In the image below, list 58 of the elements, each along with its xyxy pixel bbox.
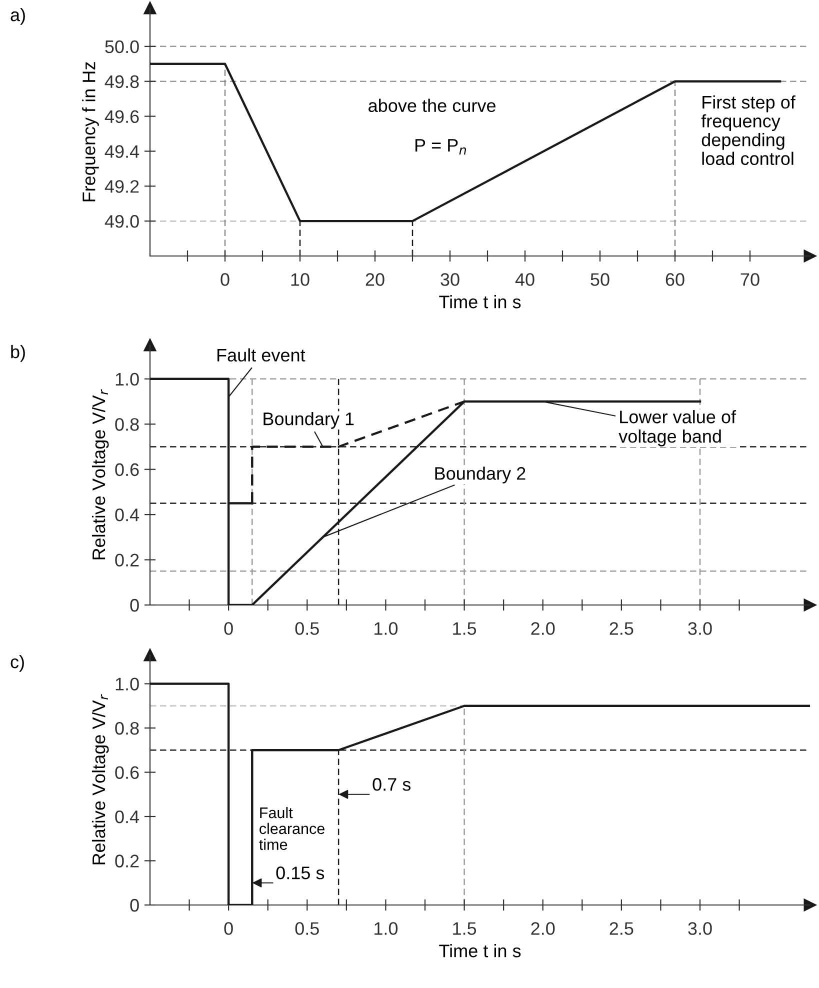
annotation: Fault event <box>217 348 306 362</box>
chart-title: a) <box>10 8 25 25</box>
y-tick-label: 49.0 <box>104 215 139 228</box>
annotation: 0.15 s <box>276 866 324 880</box>
y-tick-label: 0.2 <box>115 554 139 567</box>
y-tick-label: 0.4 <box>115 508 140 522</box>
x-tick-label: 3.0 <box>688 922 712 935</box>
annotation: Lower value of voltage band <box>618 410 736 446</box>
x-tick-label: 0.5 <box>295 622 319 635</box>
y-tick-label: 49.2 <box>104 180 139 193</box>
x-tick-label: 30 <box>440 273 460 286</box>
x-tick-label: 20 <box>366 273 384 286</box>
x-axis-title: Time t in s <box>439 295 521 308</box>
x-tick-label: 70 <box>740 273 760 286</box>
x-tick-label: 1.5 <box>453 922 476 935</box>
annotation: 0.7 s <box>372 778 411 791</box>
y-tick-label: 0.8 <box>115 722 139 735</box>
y-tick-label: 0.4 <box>115 810 140 824</box>
x-tick-label: 2.5 <box>610 922 634 935</box>
y-axis-title: Relative Voltage V/V$_{r}$ <box>92 694 109 864</box>
x-tick-label: 2.0 <box>531 922 555 935</box>
x-tick-label: 40 <box>515 273 534 286</box>
annotation: P = P$_{n}$ <box>415 139 466 154</box>
y-tick-label: 0.8 <box>115 418 139 431</box>
x-tick-label: 0 <box>224 922 233 935</box>
x-tick-label: 1.5 <box>453 622 476 635</box>
y-axis-title: Relative Voltage V/V$_{r}$ <box>92 389 109 560</box>
y-tick-label: 49.8 <box>104 75 139 88</box>
annotation: Boundary 1 <box>264 412 354 429</box>
x-tick-label: 3.0 <box>688 622 712 635</box>
y-tick-label: 0.6 <box>115 463 139 476</box>
x-tick-label: 60 <box>666 273 684 286</box>
y-tick-label: 49.4 <box>104 145 140 158</box>
chart-title: c) <box>10 655 24 672</box>
annotation: Boundary 2 <box>435 466 526 484</box>
x-tick-label: 2.0 <box>531 622 555 635</box>
annotation: First step of frequency depending load control <box>701 95 796 166</box>
y-tick-label: 50.0 <box>105 40 139 54</box>
y-tick-label: 1.0 <box>116 372 139 386</box>
x-tick-label: 10 <box>291 273 310 286</box>
x-tick-label: 50 <box>590 273 610 286</box>
y-axis-title: Frequency f in Hz <box>82 62 99 202</box>
y-tick-label: 0.2 <box>115 854 139 868</box>
x-tick-label: 2.5 <box>610 622 634 635</box>
x-tick-label: 1.0 <box>374 622 398 635</box>
y-tick-label: 0 <box>130 598 139 612</box>
x-tick-label: 0 <box>220 273 230 286</box>
y-tick-label: 0 <box>130 898 139 912</box>
x-tick-label: 1.0 <box>374 922 398 935</box>
annotation: Fault clearance time <box>259 806 324 850</box>
y-tick-label: 0.6 <box>115 766 139 779</box>
x-axis-title: Time t in s <box>439 944 521 958</box>
y-tick-label: 49.6 <box>104 110 139 123</box>
x-tick-label: 0.5 <box>295 922 319 935</box>
y-tick-label: 1.0 <box>116 678 139 690</box>
chart-title: b) <box>11 345 25 362</box>
annotation: above the curve <box>368 98 496 112</box>
x-tick-label: 0 <box>224 622 233 635</box>
